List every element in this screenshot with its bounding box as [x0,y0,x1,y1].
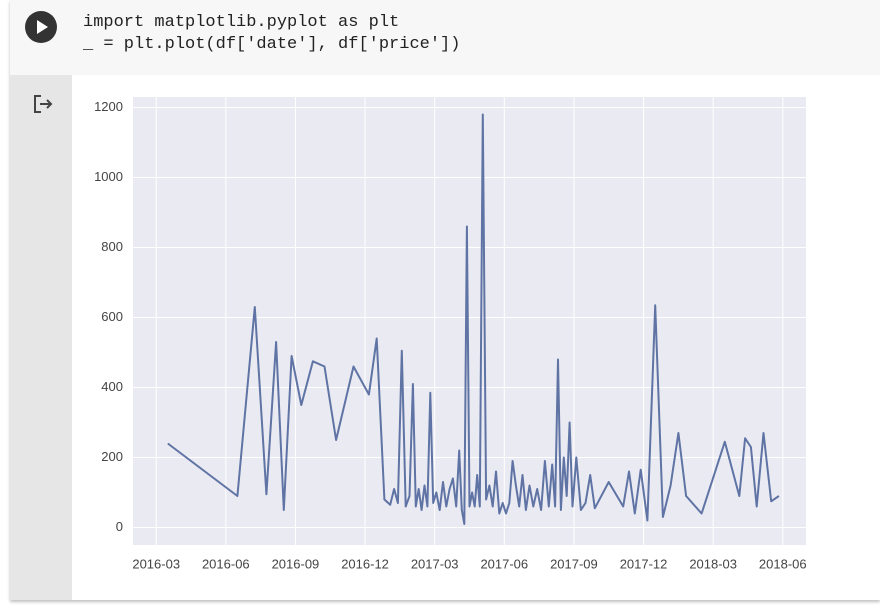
y-tick-label: 0 [116,519,123,534]
x-tick-label: 2017-09 [550,556,598,571]
x-tick-label: 2017-12 [620,556,668,571]
code-line: _ = plt.plot(df['date'], df['price']) [83,35,461,54]
y-tick-label: 1200 [94,99,123,114]
x-tick-label: 2018-03 [689,556,737,571]
x-tick-label: 2016-06 [202,556,250,571]
y-tick-label: 800 [101,239,123,254]
x-tick-label: 2016-03 [132,556,180,571]
output-gutter [10,75,72,600]
output-icon [34,95,53,113]
x-tick-label: 2016-12 [341,556,389,571]
x-tick-label: 2018-06 [759,556,807,571]
y-tick-label: 1000 [94,169,123,184]
y-tick-label: 400 [101,379,123,394]
y-tick-label: 600 [101,309,123,324]
price-line [167,113,780,525]
run-button[interactable] [25,11,57,43]
x-tick-label: 2017-03 [411,556,459,571]
y-tick-label: 200 [101,449,123,464]
code-line: import matplotlib.pyplot as plt [83,13,400,32]
x-tick-label: 2016-09 [272,556,320,571]
x-tick-label: 2017-06 [480,556,528,571]
